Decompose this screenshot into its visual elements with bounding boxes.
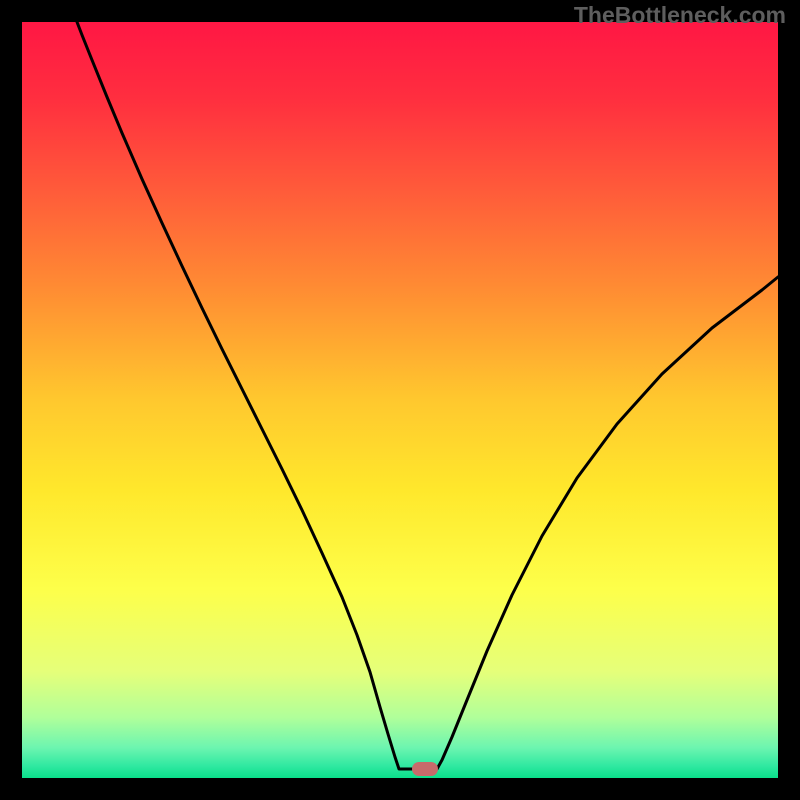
optimal-point-marker — [412, 762, 438, 776]
chart-container: TheBottleneck.com — [0, 0, 800, 800]
watermark-text: TheBottleneck.com — [574, 2, 786, 29]
plot-area — [22, 22, 778, 778]
gradient-background — [22, 22, 778, 778]
